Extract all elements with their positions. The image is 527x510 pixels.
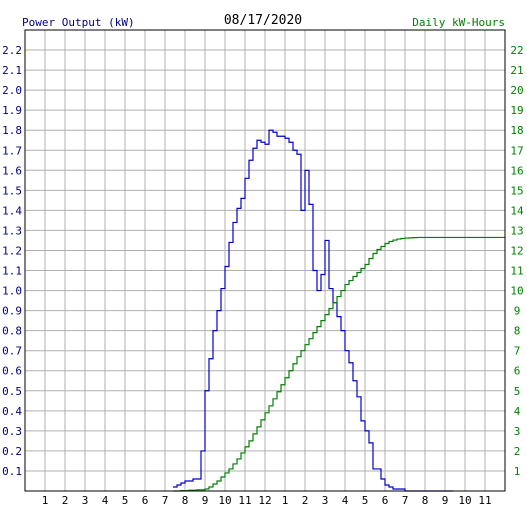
left-tick-label: 0.7 — [2, 345, 22, 358]
x-tick-label: 10 — [458, 494, 471, 507]
left-tick-label: 1.4 — [2, 204, 22, 217]
x-tick-label: 10 — [218, 494, 231, 507]
left-tick-label: 1.2 — [2, 244, 22, 257]
x-tick-label: 5 — [362, 494, 369, 507]
left-tick-label: 1.0 — [2, 285, 22, 298]
left-tick-label: 2.1 — [2, 64, 22, 77]
left-tick-label: 1.9 — [2, 104, 22, 117]
left-tick-label: 1.7 — [2, 144, 22, 157]
x-tick-label: 9 — [442, 494, 449, 507]
right-tick-label: 19 — [510, 104, 523, 117]
right-tick-label: 13 — [510, 224, 523, 237]
chart-title: 08/17/2020 — [224, 13, 302, 28]
x-tick-label: 2 — [62, 494, 69, 507]
x-tick-label: 7 — [162, 494, 169, 507]
x-tick-label: 9 — [202, 494, 209, 507]
right-tick-label: 10 — [510, 285, 523, 298]
left-tick-label: 1.5 — [2, 184, 22, 197]
left-tick-label: 0.9 — [2, 305, 22, 318]
right-tick-label: 9 — [514, 305, 521, 318]
right-tick-label: 6 — [514, 365, 521, 378]
series-lines — [173, 129, 505, 492]
left-tick-label: 2.2 — [2, 44, 22, 57]
left-tick-label: 1.8 — [2, 124, 22, 137]
power-output-line — [173, 129, 453, 492]
left-axis-label: Power Output (kW) — [22, 16, 135, 29]
x-tick-label: 5 — [122, 494, 129, 507]
right-tick-label: 4 — [514, 405, 521, 418]
right-tick-label: 14 — [510, 204, 524, 217]
daily-kwh-line — [173, 236, 505, 492]
left-tick-label: 0.6 — [2, 365, 22, 378]
right-tick-label: 16 — [510, 164, 523, 177]
left-tick-label: 1.1 — [2, 265, 22, 278]
right-tick-label: 2 — [514, 445, 521, 458]
right-axis-label: Daily kW-Hours — [412, 16, 505, 29]
right-tick-label: 8 — [514, 325, 521, 338]
left-tick-label: 0.4 — [2, 405, 22, 418]
right-tick-label: 17 — [510, 144, 523, 157]
left-tick-label: 0.3 — [2, 425, 22, 438]
right-tick-label: 1 — [514, 465, 521, 478]
x-tick-label: 8 — [182, 494, 189, 507]
right-tick-label: 18 — [510, 124, 523, 137]
left-tick-label: 0.8 — [2, 325, 22, 338]
left-tick-label: 1.6 — [2, 164, 22, 177]
left-tick-label: 0.1 — [2, 465, 22, 478]
x-tick-label: 7 — [402, 494, 409, 507]
x-tick-label: 12 — [258, 494, 271, 507]
x-tick-label: 3 — [322, 494, 329, 507]
left-tick-label: 0.5 — [2, 385, 22, 398]
plot-border — [24, 29, 506, 492]
x-tick-label: 3 — [82, 494, 89, 507]
left-tick-label: 2.0 — [2, 84, 22, 97]
right-tick-label: 22 — [510, 44, 523, 57]
right-tick-label: 3 — [514, 425, 521, 438]
x-tick-label: 11 — [238, 494, 251, 507]
left-tick-label: 0.2 — [2, 445, 22, 458]
right-tick-label: 5 — [514, 385, 521, 398]
x-tick-label: 6 — [382, 494, 389, 507]
grid-lines — [25, 30, 505, 491]
right-tick-label: 20 — [510, 84, 523, 97]
x-tick-label: 1 — [42, 494, 49, 507]
axis-ticks: 1 2 3 4 5 6 7 8 9 10 11 12 1 2 3 4 5 6 7 8 9 10 110.10.20.30.4… — [2, 44, 524, 507]
right-tick-label: 15 — [510, 184, 523, 197]
left-tick-label: 1.3 — [2, 224, 22, 237]
right-tick-label: 21 — [510, 64, 523, 77]
right-tick-label: 11 — [510, 265, 523, 278]
x-tick-label: 8 — [422, 494, 429, 507]
x-tick-label: 4 — [342, 494, 349, 507]
x-tick-label: 1 — [282, 494, 289, 507]
x-tick-label: 11 — [478, 494, 491, 507]
x-tick-label: 2 — [302, 494, 309, 507]
x-tick-label: 6 — [142, 494, 149, 507]
right-tick-label: 12 — [510, 244, 523, 257]
right-tick-label: 7 — [514, 345, 521, 358]
x-tick-label: 4 — [102, 494, 109, 507]
